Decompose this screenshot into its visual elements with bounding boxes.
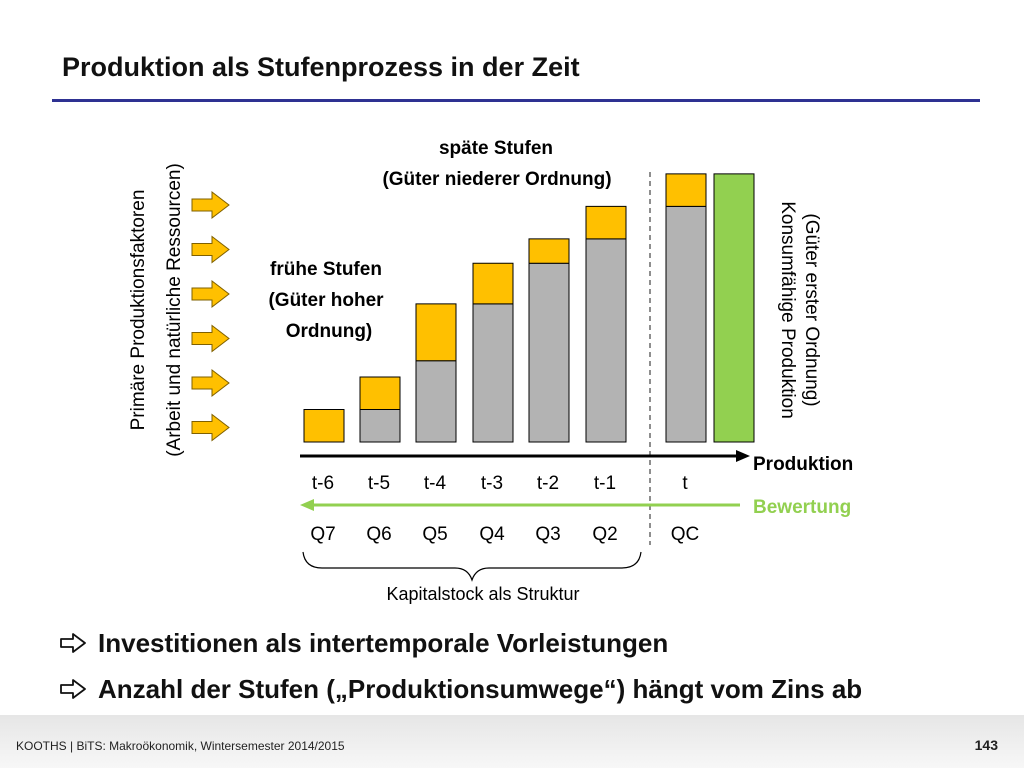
- valuation-label: Bewertung: [753, 497, 851, 518]
- bar-segment-gold: [415, 303, 457, 362]
- capital-stock-label: Kapitalstock als Struktur: [386, 584, 579, 604]
- bar-segment-gold: [303, 409, 345, 443]
- bar-segment-gold: [585, 205, 627, 240]
- left-axis-label-line1: Primäre Produktionsfaktoren: [128, 190, 149, 431]
- time-label: t-1: [594, 473, 616, 494]
- q-labels-group: Q7 Q6 Q5 Q4 Q3 Q2 QC: [310, 524, 699, 545]
- time-label: t-5: [368, 473, 390, 494]
- quantity-label: Q3: [535, 524, 560, 545]
- late-stages-label-line2: (Güter niederer Ordnung): [382, 169, 611, 190]
- capital-stock-brace: [302, 551, 642, 582]
- time-labels-group: t-6 t-5 t-4 t-3 t-2 t-1 t: [312, 473, 688, 494]
- left-axis-label-line2: (Arbeit und natürliche Ressourcen): [164, 163, 185, 457]
- bar-segment-gold: [472, 262, 514, 305]
- footer-course-info: KOOTHS | BiTS: Makroökonomik, Winterseme…: [16, 739, 345, 753]
- bullet-text: Anzahl der Stufen („Produktionsumwege“) …: [98, 673, 863, 704]
- quantity-label: Q7: [310, 524, 335, 545]
- footer-bar: KOOTHS | BiTS: Makroökonomik, Winterseme…: [0, 715, 1024, 768]
- slide-title: Produktion als Stufenprozess in der Zeit: [62, 52, 580, 82]
- input-arrow-icon: [191, 279, 230, 309]
- hollow-arrow-icon: [60, 679, 86, 699]
- valuation-arrow-head: [300, 499, 314, 511]
- bar-segment-gray: [359, 409, 401, 443]
- bar-segment-gold: [359, 376, 401, 410]
- quantity-label: Q4: [479, 524, 505, 545]
- quantity-label: QC: [671, 524, 700, 545]
- bar-segment-gray: [415, 360, 457, 443]
- input-arrow-icon: [191, 190, 230, 220]
- early-stages-label-line1: frühe Stufen: [270, 259, 382, 280]
- bar-segment-gray: [472, 303, 514, 443]
- input-arrow-icon: [191, 235, 230, 264]
- right-label-line1: Konsumfähige Produktion: [777, 201, 798, 419]
- bullet-list: Investitionen als intertemporale Vorleis…: [60, 620, 862, 712]
- bar-segment-gray: [665, 205, 707, 443]
- input-arrows-group: [191, 190, 230, 442]
- bar-segment-gold: [665, 173, 707, 207]
- consumer-goods-bar: [713, 173, 755, 443]
- hollow-arrow-icon: [60, 633, 86, 653]
- input-arrow-icon: [191, 324, 230, 353]
- input-arrow-icon: [191, 368, 230, 398]
- bullet-item: Investitionen als intertemporale Vorleis…: [60, 620, 862, 666]
- time-label: t-3: [481, 473, 503, 494]
- late-stages-label-line1: späte Stufen: [439, 138, 553, 159]
- time-label: t-6: [312, 473, 334, 494]
- stage-bars-group: [303, 173, 755, 443]
- bullet-text: Investitionen als intertemporale Vorleis…: [98, 627, 669, 658]
- quantity-label: Q6: [366, 524, 391, 545]
- early-stages-label-line2: (Güter hoher: [268, 290, 384, 311]
- production-arrow-head: [736, 450, 750, 462]
- page-number: 143: [974, 737, 998, 753]
- bar-segment-gray: [585, 238, 627, 443]
- input-arrow-icon: [191, 413, 230, 442]
- early-stages-label-line3: Ordnung): [286, 321, 373, 342]
- production-label: Produktion: [753, 454, 853, 475]
- bar-segment-gold: [528, 238, 570, 264]
- title-underline: [52, 99, 980, 102]
- bullet-item: Anzahl der Stufen („Produktionsumwege“) …: [60, 666, 862, 712]
- quantity-label: Q5: [422, 524, 447, 545]
- time-label: t-2: [537, 473, 559, 494]
- bar-segment-gray: [528, 262, 570, 443]
- time-label: t: [682, 473, 688, 494]
- time-label: t-4: [424, 473, 447, 494]
- quantity-label: Q2: [592, 524, 617, 545]
- right-label-line2: (Güter erster Ordnung): [801, 213, 822, 406]
